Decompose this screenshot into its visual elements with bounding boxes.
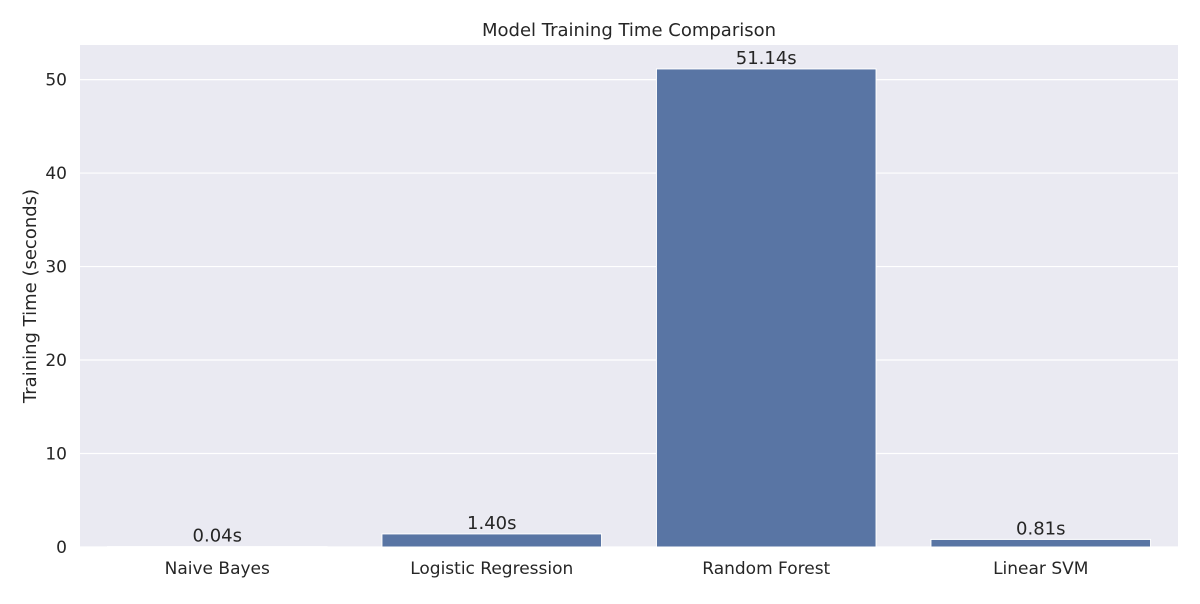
- bar-value-label: 0.04s: [193, 526, 242, 547]
- y-tick-label: 20: [45, 351, 67, 371]
- y-tick-label: 0: [56, 538, 67, 558]
- bar-value-label: 0.81s: [1016, 518, 1065, 539]
- bar-random-forest: [656, 69, 876, 547]
- x-tick-label: Naive Bayes: [165, 559, 270, 579]
- x-tick-label: Logistic Regression: [410, 559, 573, 579]
- y-tick-label: 10: [45, 445, 67, 465]
- bar-linear-svm: [931, 539, 1151, 547]
- y-axis-ticks: 0 10 20 30 40 50: [45, 71, 67, 558]
- chart-title: Model Training Time Comparison: [482, 20, 776, 41]
- y-axis-label: Training Time (seconds): [20, 189, 41, 404]
- x-tick-label: Random Forest: [702, 559, 830, 579]
- bar-logistic-regression: [382, 534, 602, 547]
- y-tick-label: 40: [45, 164, 67, 184]
- x-tick-label: Linear SVM: [993, 559, 1088, 579]
- y-tick-label: 30: [45, 258, 67, 278]
- plot-background: [80, 45, 1178, 547]
- bar-value-label: 1.40s: [467, 513, 516, 534]
- x-axis-ticks: Naive Bayes Logistic Regression Random For…: [165, 559, 1089, 579]
- y-tick-label: 50: [45, 71, 67, 91]
- bar-value-label: 51.14s: [736, 48, 797, 69]
